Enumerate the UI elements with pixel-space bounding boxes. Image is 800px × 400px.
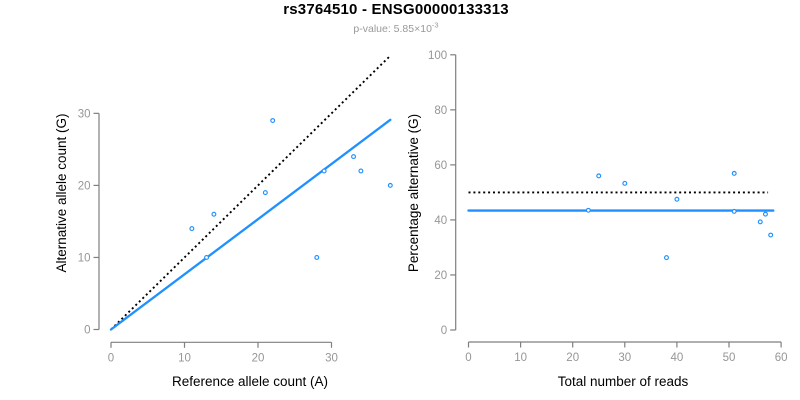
identity-line: [110, 55, 391, 331]
x-tick-label: 0: [465, 352, 471, 364]
data-point: [731, 170, 737, 176]
data-point: [262, 190, 268, 196]
y-tick-label: 60: [434, 160, 447, 172]
y-axis-title: Alternative allele count (G): [54, 113, 69, 272]
x-axis-title: Total number of reads: [558, 374, 689, 389]
data-point: [358, 168, 364, 174]
x-tick-label: 10: [178, 352, 191, 364]
data-point: [189, 226, 195, 232]
y-tick-label: 0: [441, 325, 447, 337]
panel-percentage: 0 10 20 30 40 50 60 0 20 40 60 80 100 Total number of…: [406, 50, 787, 389]
x-tick-label: 50: [723, 352, 736, 364]
data-point: [674, 196, 680, 202]
y-tick-label: 10: [78, 252, 91, 264]
data-point: [762, 211, 768, 217]
panel-allele-counts: 0 10 20 30 0 10 20 30 Reference allele count (A)…: [54, 55, 393, 389]
y-tick-label: 80: [434, 105, 447, 117]
data-point: [768, 232, 774, 238]
data-point: [211, 211, 217, 217]
data-point: [321, 168, 327, 174]
data-point: [757, 219, 763, 225]
pvalue-times-base: ×10: [414, 23, 432, 35]
x-tick-label: 60: [775, 352, 788, 364]
x-tick-label: 20: [252, 352, 265, 364]
data-point: [351, 154, 357, 160]
figure-subtitle: p-value: 5.85×10-3: [0, 20, 792, 35]
y-axis-title: Percentage alternative (G): [406, 114, 421, 272]
data-point: [731, 208, 737, 214]
data-point: [585, 207, 591, 213]
data-point: [314, 254, 320, 260]
x-tick-label: 10: [514, 352, 527, 364]
data-point: [204, 254, 210, 260]
x-tick-label: 20: [566, 352, 579, 364]
pvalue-label: p-value:: [353, 23, 394, 35]
data-point: [596, 173, 602, 179]
data-point: [270, 118, 276, 124]
x-tick-label: 30: [325, 352, 338, 364]
pvalue-exponent: -3: [431, 20, 439, 30]
data-point: [664, 255, 669, 261]
y-tick-label: 0: [84, 325, 90, 337]
fit-line: [109, 118, 392, 331]
x-tick-label: 0: [108, 352, 114, 364]
x-tick-label: 30: [618, 352, 631, 364]
figure-title: rs3764510 - ENSG00000133313: [283, 1, 509, 18]
x-axis-title: Reference allele count (A): [172, 374, 328, 389]
data-point: [387, 182, 393, 188]
data-point: [622, 180, 628, 186]
y-tick-label: 40: [434, 215, 447, 227]
y-tick-label: 100: [428, 50, 447, 62]
y-tick-label: 20: [434, 270, 447, 282]
y-tick-label: 30: [78, 108, 91, 120]
x-tick-label: 40: [671, 352, 684, 364]
y-tick-label: 20: [78, 180, 91, 192]
pvalue-mantissa: 5.85: [393, 23, 415, 35]
